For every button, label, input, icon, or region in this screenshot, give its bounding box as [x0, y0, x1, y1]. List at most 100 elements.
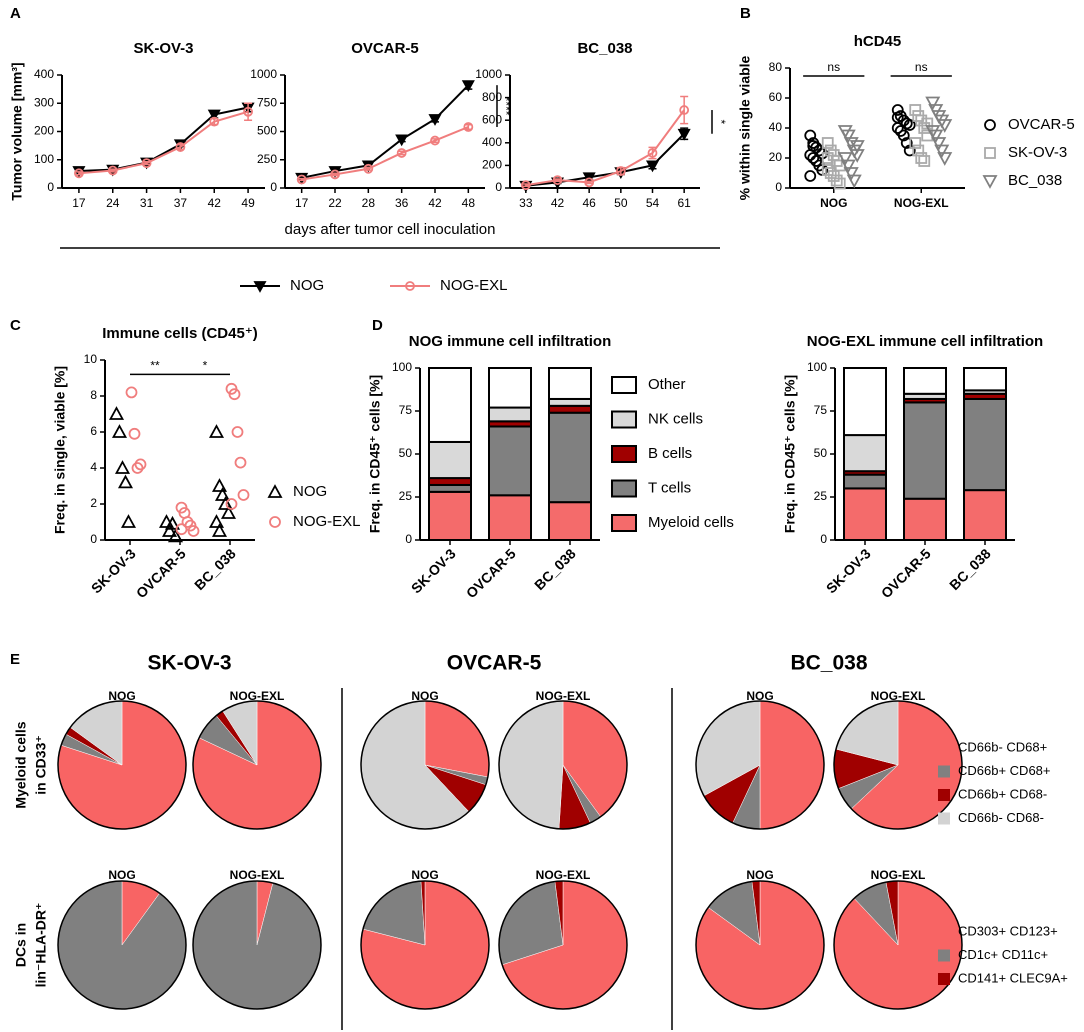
x-tick-label: 28: [362, 196, 376, 210]
pie-slice: [424, 700, 490, 778]
pie-title: NOG: [108, 689, 135, 703]
marker: [647, 148, 658, 158]
legend-swatch: [611, 410, 637, 429]
marker: [208, 514, 225, 528]
marker: [120, 514, 137, 528]
y-tick-label: 100: [807, 360, 827, 374]
y-tick-label: 40: [769, 120, 783, 134]
marker: [228, 388, 241, 401]
y-tick-label: 600: [482, 112, 502, 126]
y-tick-label: 0: [270, 180, 277, 194]
legend-label: SK-OV-3: [1008, 144, 1067, 161]
marker: [253, 281, 267, 293]
y-tick-label: 25: [399, 489, 413, 503]
x-tick-label: 36: [395, 196, 409, 210]
marker: [209, 116, 220, 127]
marker: [217, 496, 234, 510]
y-tick-label: 400: [34, 67, 54, 81]
y-tick-label: 8: [90, 388, 97, 402]
marker: [167, 528, 184, 543]
row-label: in CD33⁺: [33, 735, 49, 795]
error-bar: [244, 102, 253, 121]
bar-segment: [903, 367, 947, 395]
row-label: lin⁻HLA-DR⁺: [33, 903, 49, 988]
marker: [840, 129, 856, 144]
annotation: *: [714, 120, 728, 125]
marker: [891, 111, 904, 124]
annotation: *: [203, 359, 208, 373]
pie-outline: [498, 700, 628, 830]
legend-label: B cells: [648, 445, 692, 462]
bar-segment: [428, 477, 472, 486]
x-tick-label: BC_038: [946, 545, 994, 593]
marker: [934, 144, 950, 159]
pie-title: NOG-EXL: [230, 868, 285, 882]
bar-segment: [428, 490, 472, 541]
marker: [827, 149, 840, 161]
bar-segment: [843, 487, 887, 541]
pie-title: NOG: [411, 868, 438, 882]
panel-letter: D: [372, 317, 383, 334]
row-label: DCs in: [13, 923, 29, 967]
x-tick-label: SK-OV-3: [408, 545, 459, 596]
bar-segment: [548, 404, 592, 414]
x-tick-label: BC_038: [531, 545, 579, 593]
y-tick-label: 80: [769, 60, 783, 74]
y-tick-label: 0: [495, 180, 502, 194]
marker: [915, 114, 928, 127]
marker: [552, 175, 563, 185]
bar-segment: [488, 494, 532, 541]
pie-title: NOG-EXL: [871, 689, 926, 703]
chart-title: OVCAR-5: [351, 40, 419, 57]
x-tick-label: 17: [72, 196, 86, 210]
x-tick-label: OVCAR-5: [463, 545, 519, 601]
y-tick-label: 200: [34, 124, 54, 138]
line: [301, 84, 470, 179]
marker: [330, 169, 340, 180]
pie-title: NOG-EXL: [871, 868, 926, 882]
y-tick-label: 0: [405, 532, 412, 546]
panel-letter: E: [10, 651, 20, 668]
marker: [912, 144, 925, 157]
x-tick-label: 31: [140, 196, 154, 210]
bar-segment: [963, 397, 1007, 492]
bar-segment: [963, 489, 1007, 541]
bar-segment: [963, 367, 1007, 392]
legend-swatch: [938, 765, 950, 778]
legend-swatch: [938, 789, 950, 801]
y-tick-label: 300: [34, 95, 54, 109]
panel-letter: A: [10, 5, 21, 22]
marker: [114, 460, 131, 474]
y-axis-label: Tumor volume [mm³]: [9, 62, 25, 200]
legend-label: CD141+ CLEC9A+: [958, 970, 1068, 985]
marker: [187, 525, 200, 537]
y-tick-label: 4: [90, 460, 97, 474]
legend-label: BC_038: [1008, 172, 1062, 189]
y-tick-label: 250: [257, 152, 277, 166]
y-tick-label: 1000: [250, 67, 277, 81]
chart-title: NOG-EXL immune cell infiltration: [807, 333, 1043, 350]
x-tick-label: SK-OV-3: [823, 545, 874, 596]
pie-outline: [833, 880, 963, 1010]
bar-segment: [488, 406, 532, 423]
marker: [141, 158, 152, 169]
marker: [824, 167, 837, 179]
y-tick-label: 25: [814, 489, 828, 503]
y-tick-label: 100: [34, 152, 54, 166]
legend-label: NOG-EXL: [293, 513, 361, 530]
pie-outline: [192, 700, 322, 830]
error-bar: [431, 138, 439, 143]
x-tick-label: NOG: [820, 196, 847, 210]
legend-swatch: [611, 445, 637, 463]
error-bar: [397, 150, 406, 156]
y-tick-label: 400: [482, 135, 502, 149]
marker: [128, 427, 141, 440]
marker: [164, 515, 181, 530]
x-tick-label: 22: [328, 196, 342, 210]
line: [525, 109, 685, 187]
y-axis-label: Freq. in CD45⁺ cells [%]: [367, 375, 383, 533]
marker: [207, 109, 221, 122]
column-title: BC_038: [790, 652, 867, 675]
y-tick-label: 10: [84, 352, 98, 366]
legend-label: CD66b- CD68+: [958, 739, 1047, 754]
